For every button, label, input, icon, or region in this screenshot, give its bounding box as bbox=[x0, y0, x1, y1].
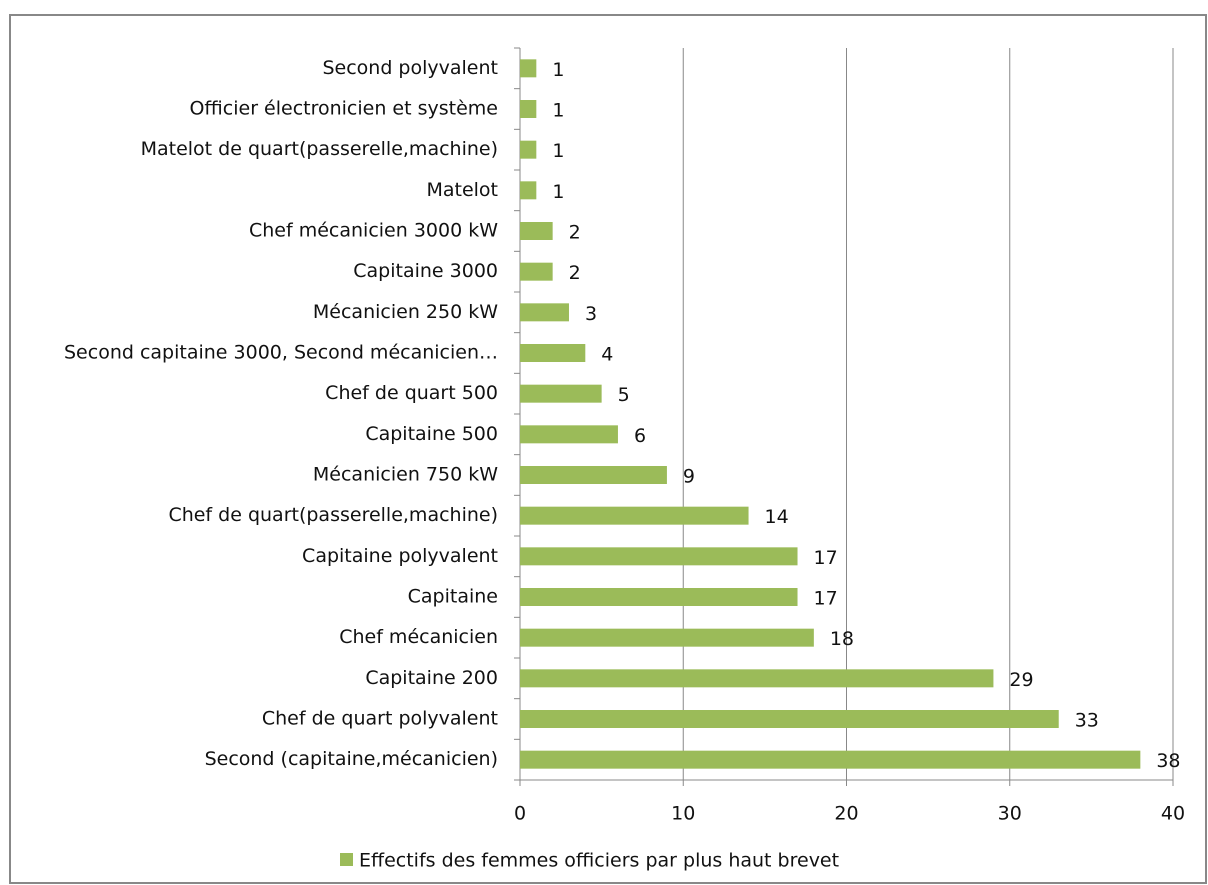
y-tick-label: Second (capitaine,mécanicien) bbox=[205, 748, 498, 770]
bar bbox=[520, 59, 537, 78]
y-tick-label: Capitaine polyvalent bbox=[302, 545, 498, 567]
y-tick-label: Chef mécanicien bbox=[339, 626, 498, 648]
bar bbox=[520, 303, 569, 322]
y-tick-label: Officier électronicien et système bbox=[189, 98, 498, 120]
y-tick-label: Chef de quart polyvalent bbox=[262, 708, 498, 730]
data-label: 5 bbox=[618, 384, 630, 406]
y-tick-label: Mécanicien 750 kW bbox=[313, 464, 498, 486]
data-label: 17 bbox=[814, 588, 838, 610]
y-tick-label: Capitaine 200 bbox=[365, 667, 498, 689]
bar bbox=[520, 628, 814, 647]
data-label: 14 bbox=[765, 506, 789, 528]
y-tick-label: Capitaine 3000 bbox=[353, 260, 498, 282]
bar bbox=[520, 669, 994, 688]
chart-frame bbox=[9, 14, 1207, 884]
bar bbox=[520, 750, 1141, 769]
x-tick-label: 0 bbox=[514, 803, 526, 825]
bar bbox=[520, 222, 553, 240]
data-label: 2 bbox=[569, 262, 581, 284]
bar bbox=[520, 506, 749, 525]
bar bbox=[520, 588, 798, 606]
data-label: 38 bbox=[1156, 750, 1180, 772]
bar bbox=[520, 466, 667, 484]
bar bbox=[520, 547, 798, 566]
bar bbox=[520, 344, 586, 362]
bar bbox=[520, 181, 537, 200]
data-label: 33 bbox=[1075, 710, 1099, 732]
data-label: 1 bbox=[552, 100, 564, 122]
bar bbox=[520, 262, 553, 281]
y-tick-label: Matelot bbox=[426, 179, 498, 201]
y-tick-label: Second polyvalent bbox=[322, 57, 498, 79]
data-label: 1 bbox=[552, 181, 564, 203]
y-tick-label: Chef de quart 500 bbox=[325, 382, 498, 404]
data-label: 1 bbox=[552, 59, 564, 81]
legend-label: Effectifs des femmes officiers par plus … bbox=[359, 850, 839, 872]
data-label: 29 bbox=[1009, 669, 1033, 691]
legend-swatch bbox=[340, 853, 353, 866]
y-tick-label: Chef de quart(passerelle,machine) bbox=[168, 504, 498, 526]
bar bbox=[520, 140, 537, 159]
data-label: 18 bbox=[830, 628, 854, 650]
data-label: 6 bbox=[634, 425, 646, 447]
y-tick-label: Mécanicien 250 kW bbox=[313, 301, 498, 323]
bar bbox=[520, 100, 537, 118]
data-label: 17 bbox=[814, 547, 838, 569]
bar bbox=[520, 384, 602, 403]
data-label: 2 bbox=[569, 222, 581, 244]
y-tick-label: Chef mécanicien 3000 kW bbox=[249, 220, 498, 242]
data-label: 4 bbox=[601, 344, 613, 366]
bar bbox=[520, 425, 618, 444]
y-tick-label: Second capitaine 3000, Second mécanicien… bbox=[64, 342, 498, 364]
x-tick-label: 10 bbox=[671, 803, 695, 825]
bar bbox=[520, 710, 1059, 728]
y-tick-label: Capitaine bbox=[408, 586, 498, 608]
data-label: 3 bbox=[585, 303, 597, 325]
x-tick-label: 20 bbox=[834, 803, 858, 825]
y-tick-label: Matelot de quart(passerelle,machine) bbox=[141, 138, 498, 160]
data-label: 1 bbox=[552, 140, 564, 162]
y-tick-label: Capitaine 500 bbox=[365, 423, 498, 445]
data-label: 9 bbox=[683, 466, 695, 488]
x-tick-label: 40 bbox=[1161, 803, 1185, 825]
x-tick-label: 30 bbox=[998, 803, 1022, 825]
